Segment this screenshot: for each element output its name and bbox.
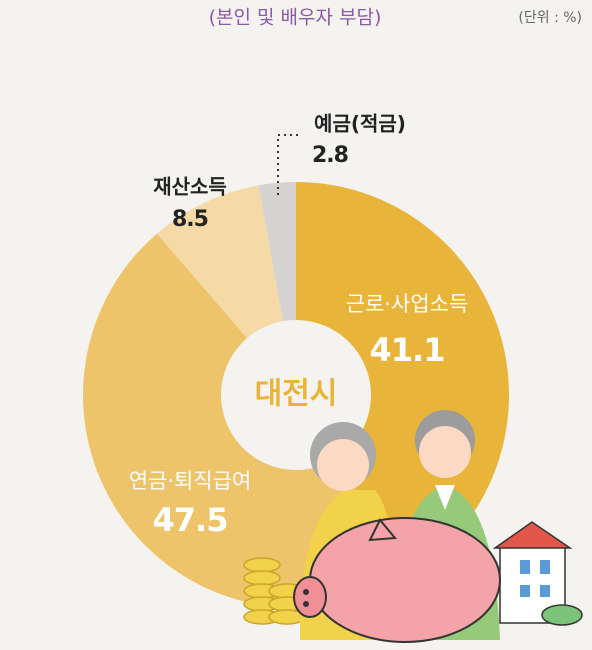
- value-label: 41.1: [370, 331, 445, 369]
- slice-label: 연금·퇴직급여: [129, 469, 252, 493]
- slice: [258, 182, 296, 322]
- center-label: 대전시: [255, 377, 338, 412]
- illustration: [243, 410, 583, 643]
- labels: 근로·사업소득 41.1 연금·퇴직급여 47.5 재산소득 8.5 예금(적금) 2.8: [129, 112, 469, 540]
- value-label: 8.5: [172, 207, 208, 232]
- leader-line: [277, 134, 300, 195]
- slice-label: 예금(적금): [314, 112, 406, 136]
- value-label: 47.5: [153, 501, 228, 539]
- unit-label: (단위 : %): [518, 10, 582, 26]
- slice: [157, 185, 283, 339]
- slice-label: 근로·사업소득: [346, 292, 469, 316]
- slice-label: 재산소득: [153, 175, 227, 199]
- chart-title: (본인 및 배우자 부담): [209, 7, 382, 29]
- value-label: 2.8: [312, 143, 348, 168]
